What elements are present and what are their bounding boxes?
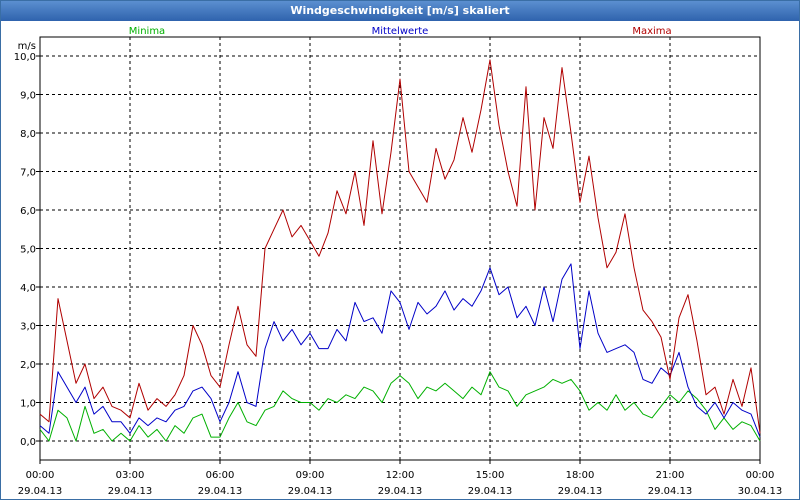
x-tick-time-label: 21:00 (656, 470, 685, 481)
x-tick-date-label: 30.04.13 (738, 486, 783, 497)
x-tick-date-label: 29.04.13 (558, 486, 603, 497)
x-tick-date-label: 29.04.13 (108, 486, 153, 497)
x-tick-time-label: 12:00 (386, 470, 415, 481)
y-tick-label: 0,0 (20, 437, 36, 448)
y-tick-label: 9,0 (20, 91, 36, 102)
x-tick-date-label: 29.04.13 (378, 486, 423, 497)
x-axis-ticks: 00:00 29.04.13 03:00 29.04.13 06:00 29.04.13 0… (18, 460, 783, 497)
x-tick-time-label: 15:00 (476, 470, 505, 481)
x-tick-date-label: 29.04.13 (288, 486, 333, 497)
series-line (39, 371, 761, 442)
window-title: Windgeschwindigkeit [m/s] skaliert (1, 1, 799, 21)
y-tick-label: 2,0 (20, 360, 36, 371)
legend-item: Maxima (632, 26, 671, 37)
x-tick-date-label: 29.04.13 (468, 486, 513, 497)
y-tick-label: 10,0 (14, 52, 36, 63)
series-lines (39, 59, 761, 442)
x-tick-date-label: 29.04.13 (198, 486, 243, 497)
x-tick-time-label: 00:00 (26, 470, 55, 481)
y-tick-label: 6,0 (20, 206, 36, 217)
x-tick-time-label: 09:00 (296, 470, 325, 481)
x-tick-time-label: 03:00 (116, 470, 145, 481)
y-tick-label: 8,0 (20, 129, 36, 140)
y-axis-ticks: 0,0 1,0 2,0 3,0 4,0 5,0 6,0 7,0 8,0 9,0 10,0 (14, 52, 40, 448)
legend: Minima Mittelwerte Maxima (129, 26, 672, 37)
x-tick-time-label: 18:00 (566, 470, 595, 481)
x-tick-date-label: 29.04.13 (648, 486, 693, 497)
x-tick-date-label: 29.04.13 (18, 486, 63, 497)
y-tick-label: 3,0 (20, 322, 36, 333)
x-tick-time-label: 06:00 (206, 470, 235, 481)
grid-lines (40, 37, 760, 460)
y-tick-label: 7,0 (20, 168, 36, 179)
y-tick-label: 4,0 (20, 283, 36, 294)
y-tick-label: 5,0 (20, 245, 36, 256)
legend-item: Minima (129, 26, 165, 37)
x-tick-time-label: 00:00 (746, 470, 775, 481)
series-line (39, 59, 761, 434)
series-line (39, 263, 761, 438)
y-axis-unit-label: m/s (18, 41, 36, 52)
y-tick-label: 1,0 (20, 399, 36, 410)
legend-item: Mittelwerte (372, 26, 429, 37)
